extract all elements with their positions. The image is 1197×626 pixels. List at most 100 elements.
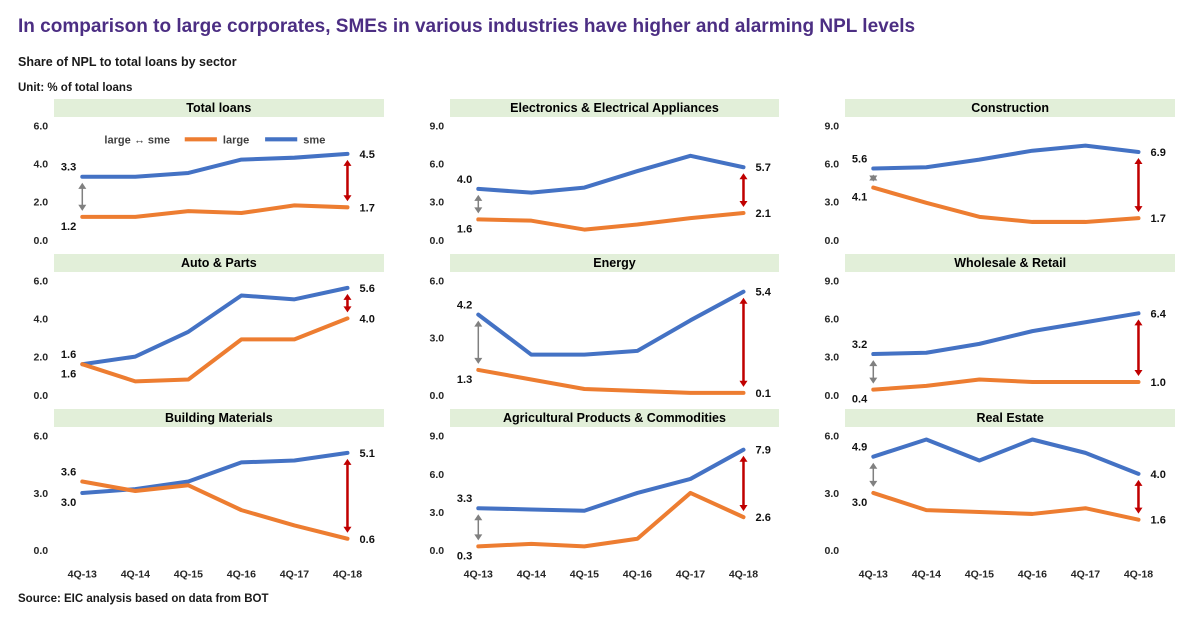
y-tick-label: 6.0	[429, 469, 444, 481]
gap-arrow-start	[78, 182, 87, 211]
y-tick-label: 9.0	[825, 120, 840, 132]
value-label: 6.4	[1151, 308, 1167, 320]
y-tick-label: 0.0	[825, 390, 840, 402]
y-tick-label: 6.0	[825, 431, 840, 443]
large-line	[475, 490, 746, 549]
chart-panel: Real Estate 6.0 3.0 0.0 4Q-13 4Q-14 4Q-15 4Q-1…	[807, 408, 1181, 585]
y-tick-label: 0.0	[34, 390, 49, 402]
gap-arrow-start	[473, 514, 482, 541]
panel-header: Wholesale & Retail	[845, 253, 1175, 272]
gap-arrow-end	[739, 173, 748, 207]
gap-arrow-end	[1134, 319, 1143, 376]
value-label: 2.6	[755, 512, 770, 524]
chart-panel: Energy 6.0 3.0 0.0 4.2 1.3 5.4 0.1	[412, 253, 786, 403]
panel-title: Total loans	[186, 100, 252, 115]
report-page: In comparison to large corporates, SMEs …	[16, 16, 1181, 605]
value-label: 5.7	[755, 162, 770, 174]
y-tick-label: 2.0	[34, 351, 49, 363]
sme-line	[871, 143, 1141, 171]
y-tick-label: 3.0	[825, 488, 840, 500]
chart-canvas: 6.0 4.0 2.0 0.0 1.6 1.6 5.6 4.0	[34, 275, 375, 402]
y-tick-label: 0.0	[34, 545, 49, 557]
value-label: 1.2	[61, 221, 76, 233]
y-tick-label: 6.0	[34, 120, 49, 132]
y-tick-label: 3.0	[429, 332, 444, 344]
y-tick-label: 9.0	[429, 431, 444, 443]
y-tick-label: 3.0	[34, 488, 49, 500]
y-tick-label: 0.0	[825, 545, 840, 557]
y-tick-label: 4.0	[34, 313, 49, 325]
chart-panel: Total loans 6.0 4.0 2.0 0.0 large ↔ sme large…	[16, 98, 390, 248]
value-label: 4.9	[852, 441, 867, 453]
y-tick-label: 3.0	[429, 507, 444, 519]
y-tick-label: 0.0	[429, 390, 444, 402]
y-tick-label: 3.0	[429, 196, 444, 208]
x-tick-label: 4Q-17	[675, 568, 704, 580]
x-tick-label: 4Q-13	[68, 568, 97, 580]
chart-subtitle: Share of NPL to total loans by sector	[18, 54, 237, 69]
sme-line	[80, 151, 350, 179]
chart-canvas: 9.0 6.0 3.0 0.0 5.6 4.1 6.9 1.7	[825, 120, 1166, 247]
gap-arrow-end	[739, 297, 748, 387]
value-label: 4.0	[360, 313, 375, 325]
value-label: 7.9	[755, 444, 770, 456]
legend-large-label: large	[223, 134, 249, 146]
chart-canvas: 9.0 6.0 3.0 0.0 4.0 1.6 5.7 2.1	[429, 120, 770, 247]
panel-header: Energy	[449, 253, 780, 272]
y-tick-label: 0.0	[825, 235, 840, 247]
sme-line	[475, 153, 746, 195]
x-tick-label: 4Q-15	[965, 568, 994, 580]
value-label: 3.0	[61, 497, 76, 509]
value-label: 4.1	[852, 191, 867, 203]
chart-panel: Electronics & Electrical Appliances 9.0 6…	[412, 98, 786, 248]
value-label: 1.6	[1151, 514, 1166, 526]
chart-canvas: 6.0 4.0 2.0 0.0 large ↔ sme large sme 3.3 1.2 4.5…	[34, 120, 375, 247]
value-label: 1.6	[61, 349, 76, 361]
large-line	[80, 316, 350, 384]
gap-arrow-start	[869, 359, 878, 384]
large-line	[475, 367, 746, 395]
y-tick-label: 9.0	[825, 275, 840, 287]
x-tick-label: 4Q-14	[516, 568, 545, 580]
x-tick-label: 4Q-14	[912, 568, 941, 580]
large-line	[871, 490, 1141, 522]
value-label: 1.7	[360, 202, 375, 214]
chart-panel: Construction 9.0 6.0 3.0 0.0 5.6 4.1 6.9 1.7	[807, 98, 1181, 248]
y-tick-label: 0.0	[429, 235, 444, 247]
source-note: Source: EIC analysis based on data from …	[18, 592, 269, 605]
panel-header: Auto & Parts	[54, 253, 384, 272]
y-tick-label: 2.0	[34, 196, 49, 208]
y-tick-label: 6.0	[429, 158, 444, 170]
panel-header: Electronics & Electrical Appliances	[449, 98, 780, 117]
chart-panel: Agricultural Products & Commodities 9.0 6…	[412, 408, 786, 585]
value-label: 5.4	[755, 287, 771, 299]
value-label: 3.6	[61, 466, 76, 478]
value-label: 3.3	[61, 162, 76, 174]
gap-arrow-start	[473, 320, 482, 364]
gap-arrow-start	[869, 174, 878, 182]
x-tick-label: 4Q-15	[174, 568, 203, 580]
panel-header: Total loans	[54, 98, 384, 117]
legend-gap-label: large ↔ sme	[104, 134, 170, 146]
y-tick-label: 9.0	[429, 120, 444, 132]
chart-canvas: 9.0 6.0 3.0 0.0 3.2 0.4 6.4 1.0	[825, 275, 1167, 403]
value-label: 5.1	[360, 448, 375, 460]
large-line	[475, 210, 746, 232]
gap-arrow-start	[869, 462, 878, 487]
panel-header: Real Estate	[845, 408, 1175, 427]
value-label: 0.3	[457, 550, 472, 562]
x-tick-label: 4Q-16	[622, 568, 651, 580]
x-tick-label: 4Q-13	[463, 568, 492, 580]
x-tick-label: 4Q-15	[569, 568, 598, 580]
chart-canvas: 6.0 3.0 0.0 4Q-13 4Q-14 4Q-15 4Q-16 4Q-17 4Q-18 4…	[825, 431, 1166, 581]
value-label: 3.3	[457, 493, 472, 505]
value-label: 5.6	[360, 283, 375, 295]
chart-canvas: 9.0 6.0 3.0 0.0 4Q-13 4Q-14 4Q-15 4Q-16 4Q-17 4Q-…	[429, 431, 770, 581]
value-label: 1.6	[61, 368, 76, 380]
unit-label: Unit: % of total loans	[18, 81, 133, 94]
panel-title: Agricultural Products & Commodities	[503, 410, 726, 425]
y-tick-label: 0.0	[429, 545, 444, 557]
y-tick-label: 3.0	[825, 196, 840, 208]
sme-line	[475, 289, 746, 357]
large-line	[871, 185, 1141, 224]
